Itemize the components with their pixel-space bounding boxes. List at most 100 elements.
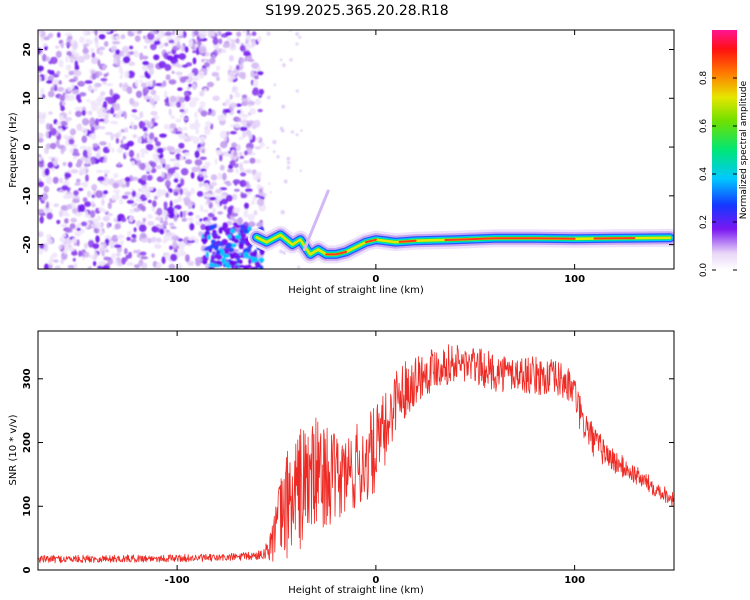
- noise-blob: [167, 167, 176, 174]
- noise-blob: [251, 257, 259, 263]
- noise-blob: [71, 251, 78, 256]
- noise-blob: [60, 205, 69, 211]
- noise-blob: [215, 254, 223, 260]
- noise-blob: [151, 253, 155, 258]
- noise-blob: [50, 142, 57, 150]
- spectrogram-x-axis: -100 0 100: [165, 30, 585, 285]
- noise-blob: [47, 111, 53, 115]
- noise-blob: [83, 53, 91, 60]
- noise-blob: [228, 260, 236, 266]
- noise-blob: [198, 231, 203, 237]
- noise-blob: [252, 173, 261, 181]
- signal-core-red: [325, 250, 348, 256]
- spectrogram-x-label: Height of straight line (km): [288, 285, 424, 296]
- noise-blob: [227, 75, 234, 83]
- noise-blob: [151, 117, 156, 124]
- snr-y-axis: 0 100 200 300: [22, 368, 674, 573]
- noise-blob: [220, 48, 227, 54]
- noise-blob: [133, 227, 137, 233]
- noise-blob: [98, 34, 106, 40]
- noise-blob: [247, 120, 255, 125]
- noise-blob: [113, 121, 119, 125]
- noise-blob: [100, 241, 107, 246]
- noise-blob: [38, 118, 45, 125]
- noise-blob: [137, 136, 142, 144]
- noise-blob: [145, 143, 154, 151]
- noise-blob: [98, 46, 106, 51]
- noise-blob: [102, 215, 110, 222]
- noise-blob: [69, 56, 75, 64]
- colorbar-tick-label: 0.4: [699, 167, 709, 182]
- noise-blob: [204, 127, 211, 136]
- noise-blob: [46, 34, 53, 39]
- noise-blob: [199, 204, 204, 212]
- noise-blob: [194, 150, 200, 159]
- noise-blob: [219, 154, 223, 162]
- noise-blob: [49, 123, 53, 132]
- noise-blob: [162, 220, 168, 226]
- noise-blob: [75, 110, 82, 118]
- noise-blob: [225, 31, 233, 36]
- noise-blob: [219, 130, 227, 139]
- noise-blob: [39, 216, 44, 224]
- snr-y-label: SNR (10 * v/v): [8, 414, 19, 485]
- noise-blob: [222, 222, 228, 229]
- noise-blob: [225, 98, 230, 104]
- noise-blob: [74, 106, 83, 111]
- noise-blob: [169, 95, 177, 103]
- noise-blob: [207, 217, 213, 221]
- noise-blob: [186, 217, 193, 221]
- noise-blob: [232, 179, 241, 185]
- noise-blob: [203, 248, 209, 251]
- noise-blob: [90, 100, 97, 106]
- noise-blob: [210, 181, 217, 187]
- noise-blob: [255, 137, 261, 142]
- noise-blob: [170, 226, 177, 230]
- noise-blob: [219, 187, 228, 191]
- noise-blob: [220, 198, 228, 205]
- spectrogram-y-axis: -20 -10 0 10 20: [22, 43, 674, 254]
- noise-blob: [96, 215, 102, 222]
- noise-blob: [91, 73, 97, 80]
- noise-blob: [124, 191, 132, 196]
- noise-blob: [240, 233, 247, 238]
- noise-blob: [135, 198, 142, 202]
- noise-blob: [85, 174, 89, 182]
- noise-blob: [255, 159, 262, 164]
- noise-blob: [120, 71, 124, 75]
- noise-blob: [180, 114, 184, 119]
- noise-blob: [68, 138, 75, 145]
- noise-blob: [195, 47, 200, 56]
- noise-blob: [100, 78, 108, 82]
- noise-blob: [86, 99, 90, 103]
- noise-blob: [107, 213, 113, 217]
- noise-blob: [145, 186, 151, 193]
- noise-blob: [252, 251, 258, 257]
- noise-blob: [234, 123, 240, 128]
- noise-blob: [139, 111, 144, 118]
- noise-blob: [104, 173, 108, 178]
- noise-blob: [290, 130, 294, 134]
- noise-blob: [140, 180, 147, 186]
- noise-blob: [82, 197, 88, 203]
- noise-blob: [110, 107, 115, 115]
- noise-blob: [131, 234, 137, 238]
- noise-blob: [90, 126, 95, 134]
- noise-blob: [95, 169, 104, 174]
- noise-blob: [186, 86, 191, 91]
- noise-blob: [95, 190, 103, 199]
- noise-blob: [156, 207, 163, 216]
- noise-blob: [245, 181, 250, 187]
- noise-blob: [131, 30, 139, 34]
- noise-blob: [146, 99, 150, 102]
- noise-blob: [73, 69, 80, 75]
- noise-blob: [47, 69, 52, 74]
- noise-blob: [142, 61, 150, 66]
- noise-blob: [236, 31, 242, 37]
- noise-blob: [67, 94, 76, 101]
- noise-blob: [249, 108, 257, 115]
- noise-blob: [115, 49, 121, 55]
- noise-blob: [113, 244, 122, 249]
- noise-blob: [248, 191, 252, 196]
- noise-blob: [223, 153, 232, 157]
